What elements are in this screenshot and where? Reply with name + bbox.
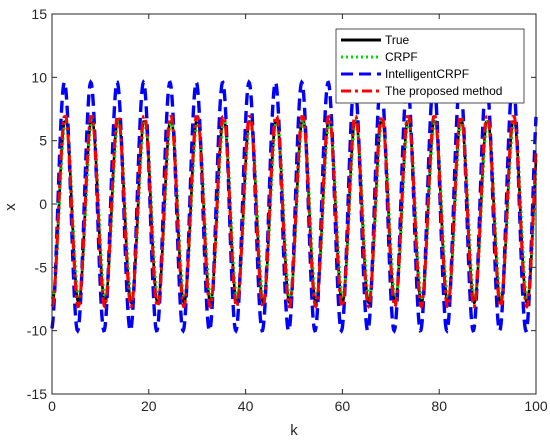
legend: True CRPF IntelligentCRPF The proposed m… — [335, 28, 525, 104]
legend-label-proposed-method: The proposed method — [385, 84, 502, 98]
y-tick-label: -15 — [27, 386, 47, 402]
y-tick-label: -10 — [27, 323, 47, 339]
y-axis-label: x — [2, 203, 19, 211]
y-tick-label: -5 — [35, 259, 48, 275]
y-tick-label: 15 — [31, 6, 47, 22]
legend-label-intelligentcrpf: IntelligentCRPF — [385, 67, 469, 81]
tick-layer: 0 20 40 60 80 100 -15 -10 -5 0 5 10 15 — [27, 6, 548, 414]
x-tick-label: 0 — [48, 398, 56, 414]
series-line-the-proposed-method — [50, 115, 538, 310]
y-tick-label: 0 — [39, 196, 47, 212]
x-axis-label: k — [290, 422, 298, 439]
y-tick-label: 10 — [31, 69, 47, 85]
legend-label-crpf: CRPF — [385, 50, 418, 64]
x-tick-label: 20 — [141, 398, 157, 414]
x-tick-label: 60 — [335, 398, 351, 414]
series-line-intelligentcrpf — [50, 79, 538, 334]
legend-label-true: True — [385, 33, 410, 47]
y-tick-label: 5 — [39, 133, 47, 149]
x-tick-label: 100 — [524, 398, 548, 414]
x-tick-label: 40 — [238, 398, 254, 414]
series-layer — [50, 79, 538, 334]
x-tick-label: 80 — [431, 398, 447, 414]
